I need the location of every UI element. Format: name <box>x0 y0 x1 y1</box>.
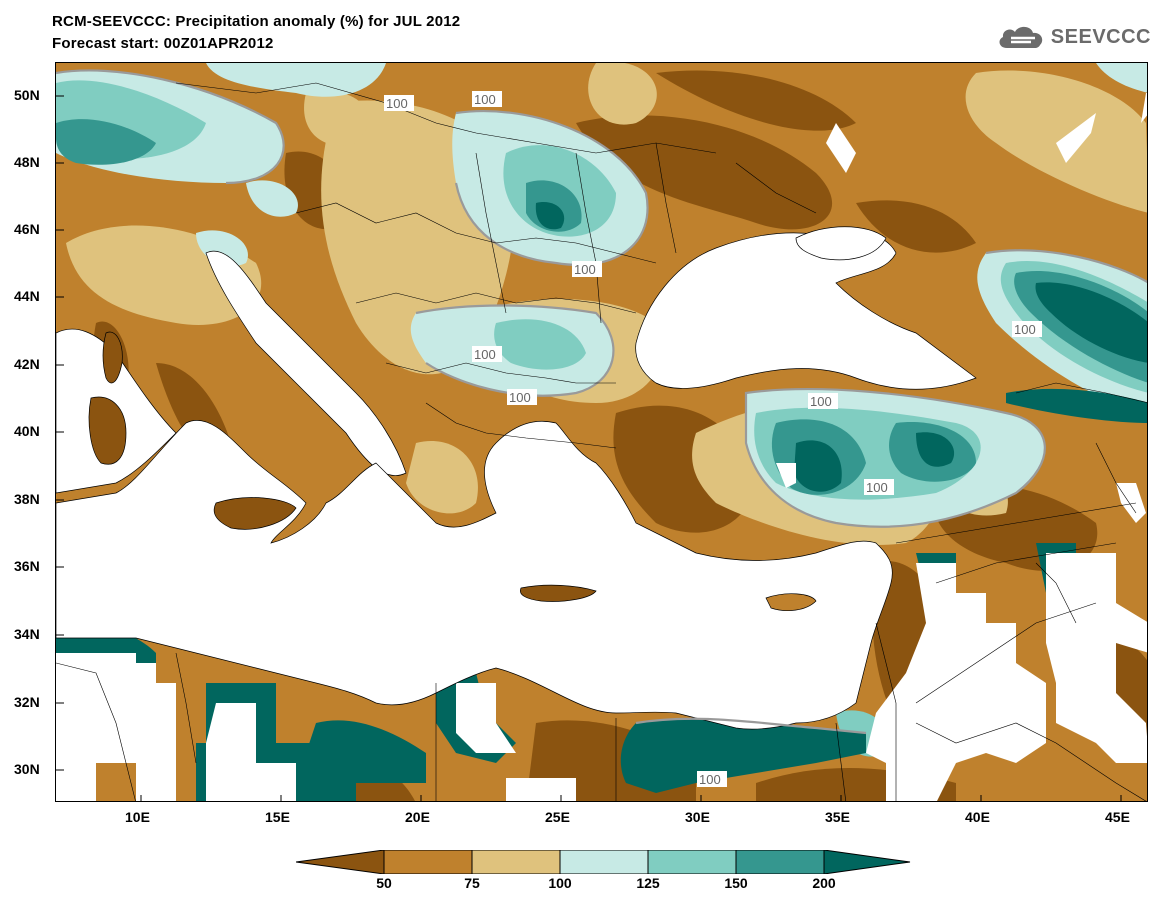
contour-labels: 100 100 100 100 100 100 100 100 100 <box>384 91 1042 787</box>
lat-label-50n: 50N <box>14 87 40 103</box>
colorbar-50-75 <box>383 850 473 874</box>
lon-label-40e: 40E <box>965 809 990 825</box>
lat-label-44n: 44N <box>14 288 40 304</box>
contour-label-100: 100 <box>474 347 496 362</box>
lat-label-30n: 30N <box>14 761 40 777</box>
contour-label-100: 100 <box>386 96 408 111</box>
colorbar-tick-label: 150 <box>724 875 748 891</box>
colorbar-tick-label: 125 <box>636 875 660 891</box>
lon-label-30e: 30E <box>685 809 710 825</box>
country-borders <box>56 82 1147 801</box>
sardinia <box>88 396 127 465</box>
lat-label-34n: 34N <box>14 626 40 642</box>
lat-label-38n: 38N <box>14 491 40 507</box>
lon-label-20e: 20E <box>405 809 430 825</box>
crimea <box>795 226 887 261</box>
contour-label-100: 100 <box>509 390 531 405</box>
mediterranean-sea <box>56 420 893 730</box>
colorbar-tick-label: 50 <box>376 875 392 891</box>
precipitation-anomaly-map: 100 100 100 100 100 100 100 100 100 <box>55 62 1148 802</box>
colorbar-125-150 <box>647 850 737 874</box>
colorbar-tick-label: 200 <box>812 875 836 891</box>
lon-label-10e: 10E <box>125 809 150 825</box>
logo-text: SEEVCCC <box>1050 25 1151 48</box>
crete <box>520 584 597 602</box>
seevccc-logo: SEEVCCC <box>995 22 1151 52</box>
lon-label-15e: 15E <box>265 809 290 825</box>
lat-label-46n: 46N <box>14 221 40 237</box>
lat-label-36n: 36N <box>14 558 40 574</box>
colorbar <box>296 850 911 874</box>
contour-label-100: 100 <box>474 92 496 107</box>
lon-label-35e: 35E <box>825 809 850 825</box>
adriatic-sea <box>205 250 407 476</box>
colorbar-75-100 <box>471 850 561 874</box>
lat-label-42n: 42N <box>14 356 40 372</box>
lat-label-40n: 40N <box>14 423 40 439</box>
cloud-logo-icon <box>999 26 1043 48</box>
no-data-areas <box>56 93 1147 801</box>
colorbar-above-200 <box>823 850 911 874</box>
colorbar-tick-label: 75 <box>464 875 480 891</box>
sicily <box>213 497 297 530</box>
colorbar-150-200 <box>735 850 825 874</box>
contour-label-100: 100 <box>1014 322 1036 337</box>
contour-label-100: 100 <box>866 480 888 495</box>
lat-label-48n: 48N <box>14 154 40 170</box>
corsica <box>102 331 123 384</box>
contour-label-100: 100 <box>810 394 832 409</box>
contour-label-100: 100 <box>699 772 721 787</box>
cyprus <box>765 593 817 611</box>
lat-label-32n: 32N <box>14 694 40 710</box>
islands <box>88 226 887 611</box>
lon-label-45e: 45E <box>1105 809 1130 825</box>
colorbar-tick-label: 100 <box>548 875 572 891</box>
map-title: RCM-SEEVCCC: Precipitation anomaly (%) f… <box>52 13 461 30</box>
lon-label-25e: 25E <box>545 809 570 825</box>
axis-ticks <box>56 95 1122 801</box>
forecast-start-subtitle: Forecast start: 00Z01APR2012 <box>52 35 274 52</box>
colorbar-below-50 <box>296 850 385 874</box>
colorbar-100-125 <box>559 850 649 874</box>
contour-label-100: 100 <box>574 262 596 277</box>
black-sea <box>635 232 977 390</box>
